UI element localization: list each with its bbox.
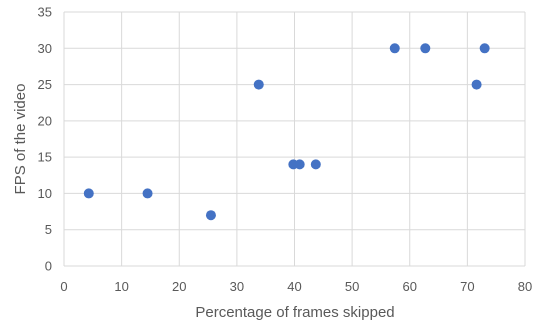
y-axis-ticks: 0 5 10 15 20 25 30 35 (38, 5, 52, 274)
data-point (479, 43, 490, 54)
x-tick-label: 40 (287, 279, 301, 294)
data-point (471, 79, 482, 90)
y-tick-label: 10 (38, 186, 52, 201)
x-tick-label: 0 (60, 279, 67, 294)
x-tick-label: 70 (460, 279, 474, 294)
data-point (310, 159, 321, 170)
data-point (389, 43, 400, 54)
x-tick-label: 60 (403, 279, 417, 294)
x-tick-label: 30 (230, 279, 244, 294)
y-tick-label: 30 (38, 41, 52, 56)
y-tick-label: 25 (38, 77, 52, 92)
data-point (205, 210, 216, 221)
y-tick-label: 35 (38, 5, 52, 20)
data-point (420, 43, 431, 54)
data-point (294, 159, 305, 170)
x-axis-title: Percentage of frames skipped (195, 304, 394, 321)
data-point (253, 79, 264, 90)
y-tick-label: 5 (45, 222, 52, 237)
y-axis-title: FPS of the video (12, 84, 29, 195)
data-points (83, 43, 490, 221)
x-tick-label: 80 (518, 279, 532, 294)
y-tick-label: 20 (38, 113, 52, 128)
x-tick-label: 20 (172, 279, 186, 294)
y-tick-label: 15 (38, 150, 52, 165)
chart-grid (63, 11, 526, 267)
data-point (142, 188, 153, 199)
data-point (83, 188, 94, 199)
x-tick-label: 10 (114, 279, 128, 294)
x-axis-ticks: 0 10 20 30 40 50 60 70 80 (60, 279, 532, 294)
x-tick-label: 50 (345, 279, 359, 294)
y-tick-label: 0 (45, 259, 52, 274)
